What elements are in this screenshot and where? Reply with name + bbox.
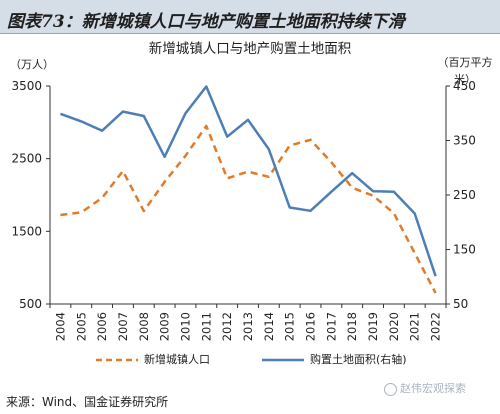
left-axis-tick-label: 1500 [11,224,42,238]
legend-swatch-solid [262,358,304,362]
left-axis-tick-label: 3500 [11,79,42,93]
legend-swatch-dashed [96,358,138,362]
right-axis-unit: （百万平方 米） [434,54,496,88]
right-axis-unit-line2: 米） [454,73,476,86]
legend-item-urban-population: 新增城镇人口 [96,351,210,367]
x-axis-tick-label: 2018 [345,312,359,341]
left-axis-tick-label: 500 [19,297,42,311]
series-line-land-area [59,85,437,277]
wechat-icon [384,382,397,396]
x-axis-tick-label: 2008 [137,312,151,341]
x-axis-tick-label: 2006 [95,312,109,341]
figure-header: 图表73：新增城镇人口与地产购置土地面积持续下滑 [0,0,500,34]
legend: 新增城镇人口 购置土地面积(右轴) [0,348,500,370]
x-axis-tick-label: 2022 [429,312,443,341]
x-axis-tick-label: 2011 [199,312,213,341]
right-axis-tick-label: 50 [453,297,468,311]
header-divider [0,33,500,34]
source-note: 来源：Wind、国金证券研究所 [6,395,169,409]
x-axis-tick-label: 2014 [262,312,276,341]
x-axis-tick-label: 2007 [116,312,130,341]
x-axis-tick-label: 2020 [387,312,401,341]
legend-label-land-area: 购置土地面积(右轴) [310,353,407,366]
left-axis-unit: （万人） [10,58,54,71]
x-axis-tick-label: 2012 [220,312,234,341]
legend-label-urban-population: 新增城镇人口 [144,353,210,366]
x-axis-tick-label: 2021 [408,312,422,341]
chart-title: 新增城镇人口与地产购置土地面积 [148,41,352,57]
x-axis-tick-label: 2009 [158,312,172,341]
x-axis-tick-label: 2004 [53,312,67,341]
left-axis-tick-label: 2500 [11,152,42,166]
watermark: 赵伟宏观探索 [384,380,466,396]
right-axis-tick-label: 250 [453,188,476,202]
right-axis-tick-label: 350 [453,134,476,148]
right-axis-tick-label: 150 [453,243,476,257]
right-axis-unit-line1: （百万平方 [437,56,493,69]
legend-item-land-area: 购置土地面积(右轴) [262,351,407,367]
figure-header-text: 图表73：新增城镇人口与地产购置土地面积持续下滑 [7,12,405,32]
x-axis-tick-label: 2017 [324,312,338,341]
x-axis-tick-label: 2015 [283,312,297,341]
x-axis-tick-label: 2016 [304,312,318,341]
right-axis-tick-label: 450 [453,79,476,93]
x-axis-tick-label: 2013 [241,312,255,341]
x-axis-tick-label: 2010 [178,312,192,341]
x-axis-tick-label: 2019 [366,312,380,341]
x-axis-tick-label: 2005 [74,312,88,341]
watermark-text: 赵伟宏观探索 [400,382,466,395]
series-line-urban-population [60,124,437,294]
